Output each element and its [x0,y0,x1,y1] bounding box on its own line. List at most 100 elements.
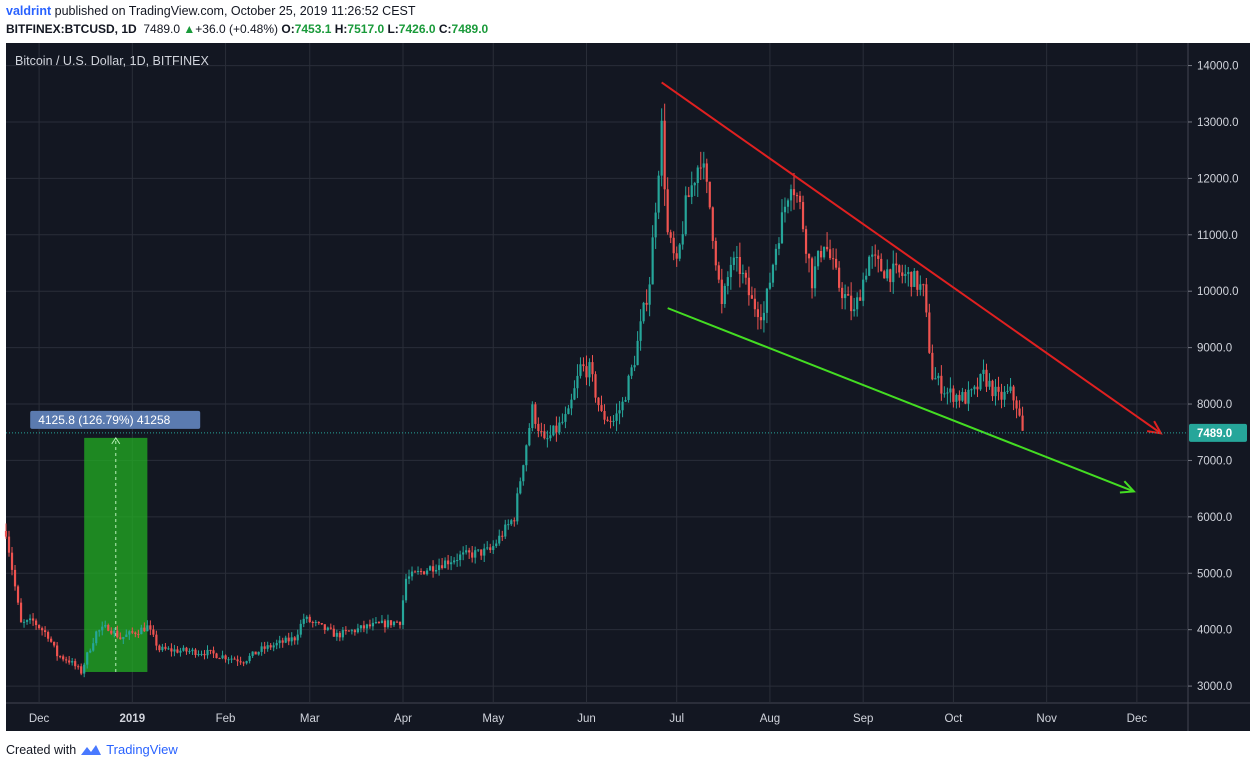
candle-body [597,397,600,406]
range-measure-box [84,437,148,672]
price-chart[interactable]: 3000.0 4000.0 5000.0 6000.0 7000.0 8000.0 9000… [0,0,1256,740]
y-tick-label: 4000.0 [1197,625,1232,637]
candle-body [534,404,537,424]
candle-body [182,647,185,651]
candle-body [383,620,387,628]
candle-body [359,625,363,629]
candle-body [299,623,302,635]
candle-body [269,645,272,648]
candle-body [967,389,970,404]
candle-body [215,653,218,659]
plot-area[interactable] [6,43,1188,703]
published-text: published on TradingView.com, October 25… [54,4,416,18]
candle-body [552,425,555,436]
candle-body [1009,386,1012,391]
x-tick-label: Oct [944,713,963,725]
candle-body [838,267,841,288]
candle-body [684,195,687,235]
candle-body [543,431,546,439]
candle-body [970,389,973,391]
open-value: 7453.1 [294,22,332,36]
candle-body [868,256,871,276]
candle-body [13,569,17,587]
candle-body [985,369,988,387]
candle-body [795,195,799,197]
candle-body [1000,391,1003,400]
candle-body [633,365,636,368]
candle-body [37,625,41,629]
candle-body [161,646,164,651]
candle-body [507,524,510,526]
y-tick-label: 9000.0 [1197,343,1232,355]
candle-body [380,620,384,624]
candle-body [419,571,423,573]
candle-body [988,380,991,387]
candle-body [588,362,591,378]
candle-body [65,659,68,661]
candle-body [877,255,880,259]
candle-body [720,279,723,304]
last-price-tag-label: 7489.0 [1197,428,1232,440]
candle-body [510,520,513,525]
close-label: C: [438,22,452,36]
candle-body [889,269,892,283]
high-label: H: [334,22,348,36]
candle-body [191,649,194,652]
candle-body [934,378,937,380]
candle-body [513,520,516,522]
time-axis[interactable] [6,703,1250,731]
candle-body [407,576,411,579]
symbol-bar: BITFINEX:BTCUSD, 1D 7489.0 ▲+36.0 (+0.48… [6,22,488,36]
candle-body [627,375,630,400]
candle-body [275,643,278,646]
candle-body [913,270,916,287]
candle-body [582,364,585,367]
candle-body [347,630,350,632]
candle-body [344,630,347,632]
candle-body [200,653,203,655]
candle-body [242,662,245,664]
candle-body [777,243,781,249]
tradingview-brand[interactable]: TradingView [106,742,178,757]
candle-body [335,632,338,637]
candle-body [125,634,128,637]
candle-body [221,655,224,659]
candle-body [600,405,603,411]
candle-body [949,388,952,393]
candle-body [104,625,107,627]
price-axis[interactable] [1188,43,1250,703]
low-value: 7426.0 [398,22,436,36]
candle-body [95,631,98,644]
candle-body [630,367,633,376]
candle-body [404,578,408,601]
candle-body [771,264,775,283]
candle-body [167,648,170,650]
candle-body [907,271,910,275]
candle-body [74,661,77,667]
candle-body [332,628,335,637]
candle-body [353,630,356,633]
candle-body [624,399,627,402]
support-arrowhead-icon [1119,480,1136,494]
candle-body [531,404,534,429]
candle-body [961,391,964,401]
x-tick-label: Dec [29,713,50,725]
candle-body [80,666,83,674]
candle-body [101,626,104,631]
candle-body [356,628,359,633]
candle-body [699,167,702,169]
candle-body [459,554,462,561]
candle-body [350,630,353,632]
author-name[interactable]: valdrint [6,4,52,18]
candle-body [801,202,805,230]
candle-body [735,257,738,259]
candle-body [729,264,732,278]
last-price: 7489.0 [143,22,181,36]
candle-body [558,422,561,433]
candle-body [323,624,326,630]
candle-body [278,640,281,644]
candle-body [392,621,396,626]
candle-body [639,321,642,341]
candle-body [77,666,80,668]
candle-body [925,284,928,313]
